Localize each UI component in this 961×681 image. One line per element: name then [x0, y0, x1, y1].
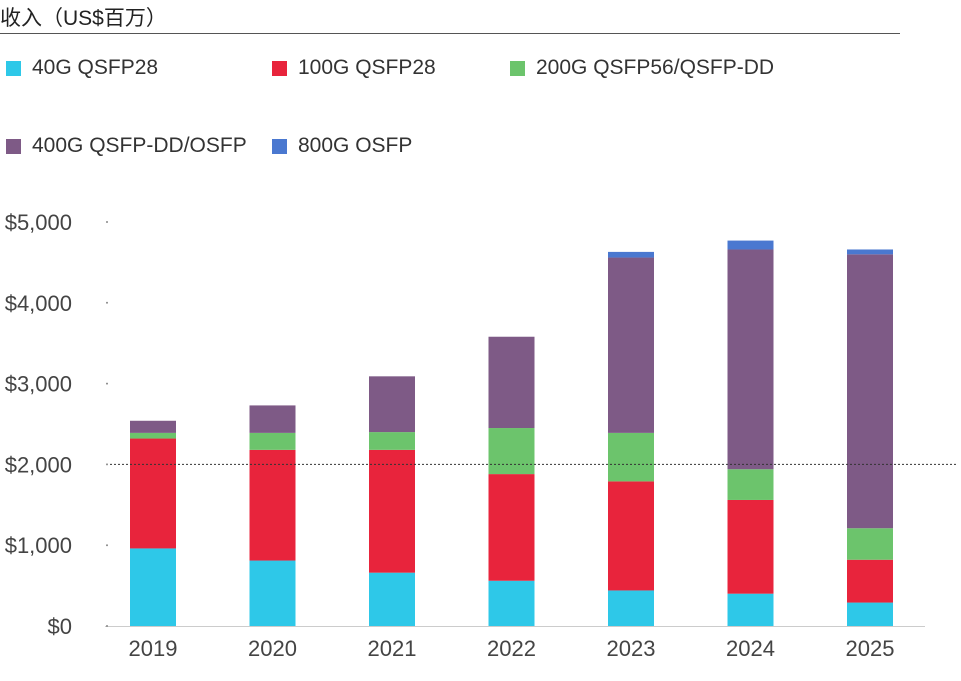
x-tick-label: 2020	[248, 636, 297, 661]
bar-segment	[130, 438, 176, 549]
legend-swatch-40g	[6, 60, 21, 76]
x-tick-label: 2023	[607, 636, 656, 661]
x-tick-label: 2022	[487, 636, 536, 661]
bar-segment	[488, 474, 535, 581]
legend-item-400g: 400G QSFP-DD/OSFP	[6, 134, 247, 158]
bar-segment	[249, 405, 296, 433]
y-tick-label: $3,000	[5, 372, 72, 397]
bar-segment	[130, 548, 176, 626]
legend-label-400g: 400G QSFP-DD/OSFP	[32, 134, 247, 157]
bar-segment	[847, 602, 893, 626]
bar-segment	[608, 590, 654, 626]
legend-item-200g: 200G QSFP56/QSFP-DD	[510, 56, 774, 80]
legend-label-40g: 40G QSFP28	[32, 56, 159, 79]
x-tick-label: 2021	[368, 636, 417, 661]
x-tick-label: 2025	[846, 636, 895, 661]
bar-segment	[608, 432, 654, 482]
bar-segment	[488, 428, 535, 475]
legend-swatch-200g	[510, 60, 525, 76]
y-tick-label: $1,000	[5, 533, 72, 558]
x-tick-label: 2024	[726, 636, 775, 661]
bar-segment	[130, 420, 176, 433]
legend-label-200g: 200G QSFP56/QSFP-DD	[536, 56, 775, 79]
y-tick-label: $4,000	[5, 291, 72, 316]
y-tick-mark	[106, 382, 108, 385]
bar-segment	[727, 499, 774, 594]
y-tick-mark	[106, 463, 108, 466]
bar-segment	[847, 249, 893, 255]
bar-segment	[130, 432, 176, 439]
bar-segment	[369, 376, 415, 433]
bar-segment	[727, 249, 774, 470]
bar-segment	[608, 257, 654, 433]
y-tick-mark	[106, 221, 108, 223]
bar-segment	[847, 254, 893, 529]
legend-swatch-100g	[272, 60, 287, 76]
legend-swatch-800g	[272, 138, 287, 154]
legend-label-800g: 800G OSFP	[298, 134, 413, 157]
bar-segment	[249, 560, 296, 626]
y-tick-mark	[106, 544, 108, 547]
bar-segment	[488, 336, 535, 429]
legend-item-40g: 40G QSFP28	[6, 56, 158, 80]
bar-segment	[727, 593, 774, 626]
y-tick-label: $0	[48, 614, 72, 639]
bar-segment	[369, 432, 415, 450]
title-divider	[0, 33, 900, 34]
x-tick-label: 2019	[129, 636, 178, 661]
bar-segment	[369, 572, 415, 626]
legend-swatch-400g	[6, 138, 21, 154]
y-tick-label: $2,000	[5, 452, 72, 477]
bar-segment	[847, 559, 893, 603]
y-tick-label: $5,000	[5, 210, 72, 235]
y-tick-mark	[106, 625, 108, 627]
legend-label-100g: 100G QSFP28	[298, 56, 436, 79]
y-tick-mark	[106, 301, 108, 304]
bar-segment	[488, 580, 535, 626]
bar-segment	[847, 528, 893, 560]
bar-segment	[249, 449, 296, 561]
bar-segment	[727, 240, 774, 250]
bar-segment	[249, 432, 296, 450]
bar-segment	[608, 251, 654, 258]
chart-title: 收入（US$百万）	[0, 7, 167, 30]
bar-segment	[369, 449, 415, 573]
legend-item-800g: 800G OSFP	[272, 134, 412, 158]
bar-segment	[608, 481, 654, 591]
legend-item-100g: 100G QSFP28	[272, 56, 436, 80]
bar-segment	[727, 469, 774, 500]
